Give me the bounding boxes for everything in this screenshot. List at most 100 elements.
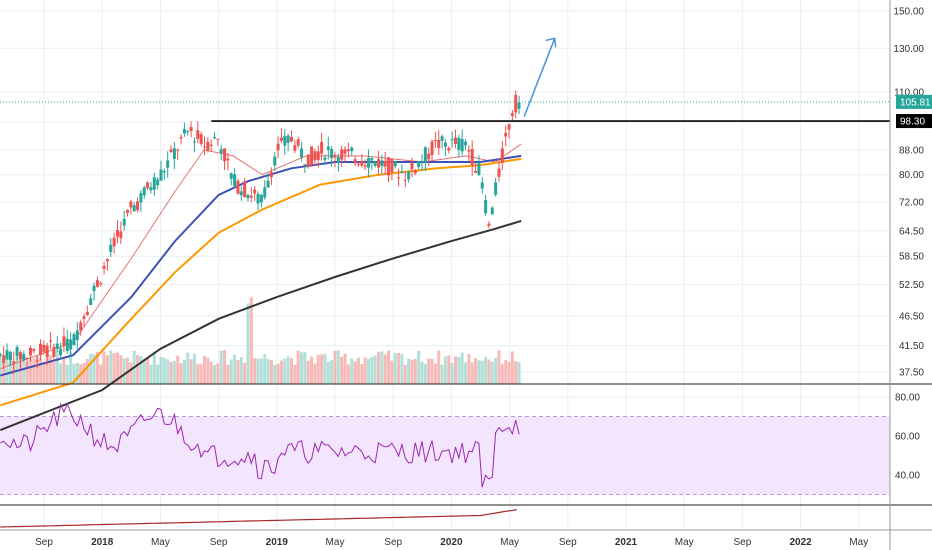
candle-body — [467, 150, 471, 152]
candle-body — [159, 169, 163, 181]
arrow-head-icon — [545, 37, 557, 48]
volume-bar — [279, 360, 283, 384]
rsi-overbought-oversold-band — [0, 416, 890, 495]
volume-bar — [330, 359, 334, 384]
rsi-tick-label: 40.00 — [895, 471, 920, 482]
volume-bar — [62, 357, 66, 384]
price-tick-label: 150.00 — [893, 7, 924, 18]
volume-bar — [283, 358, 287, 384]
candle-body — [82, 316, 86, 319]
resistance-badge — [896, 114, 932, 129]
volume-bar — [420, 361, 424, 384]
candle-body — [363, 165, 367, 167]
candle-body — [510, 113, 514, 117]
candle-body — [5, 350, 9, 360]
candle-body — [136, 201, 140, 211]
candle-body — [323, 157, 327, 160]
volume-bar — [0, 358, 2, 384]
moving-average-line — [0, 157, 522, 407]
volume-bar — [45, 352, 49, 384]
candle-body — [162, 171, 166, 173]
volume-bar — [457, 356, 461, 384]
candle-body — [226, 158, 230, 161]
rsi-tick-label: 80.00 — [895, 393, 920, 404]
volume-bar — [226, 364, 230, 384]
candle-body — [380, 160, 384, 167]
volume-bar — [480, 360, 484, 384]
volume-bar — [192, 353, 196, 384]
volume-bar — [514, 361, 518, 384]
candle-body — [196, 130, 200, 139]
candle-body — [152, 177, 156, 190]
volume-bar — [383, 354, 387, 384]
volume-bar — [487, 359, 491, 384]
volume-bar — [380, 351, 384, 384]
candle-body — [433, 140, 437, 142]
candle-body — [427, 153, 431, 160]
volume-bar — [52, 361, 56, 384]
candle-body — [22, 354, 26, 361]
volume-bar — [340, 356, 344, 384]
candle-body — [223, 148, 227, 162]
volume-bar — [470, 362, 474, 384]
candle-body — [126, 209, 130, 213]
candle-body — [79, 322, 83, 331]
candle-body — [69, 339, 73, 350]
candle-body — [370, 158, 374, 161]
price-tick-label: 88.00 — [899, 145, 924, 156]
candle-body — [504, 132, 508, 137]
candle-body — [286, 135, 290, 143]
volume-bar — [353, 361, 357, 384]
volume-bar — [82, 362, 86, 384]
candle-body — [490, 207, 494, 215]
volume-bar — [310, 356, 314, 384]
candle-body — [42, 344, 46, 352]
candle-body — [397, 177, 401, 179]
candle-body — [410, 162, 414, 170]
price-tick-label: 58.50 — [899, 252, 924, 263]
time-tick-label: Sep — [734, 537, 752, 548]
candle-body — [300, 148, 304, 158]
volume-bar — [202, 355, 206, 384]
candle-body — [423, 147, 427, 163]
candle-body — [340, 149, 344, 160]
volume-bar — [336, 350, 340, 384]
candle-body — [407, 171, 411, 180]
moving-average-line — [0, 219, 522, 432]
candle-body — [383, 160, 387, 167]
candle-body — [45, 345, 49, 357]
volume-bar — [213, 364, 217, 384]
volume-bar — [390, 360, 394, 384]
candle-body — [166, 160, 170, 168]
candle-body — [213, 136, 217, 139]
candle-body — [233, 174, 237, 186]
volume-bar — [69, 351, 73, 384]
candle-body — [39, 343, 43, 356]
candle-body — [142, 187, 146, 196]
candle-body — [474, 170, 478, 173]
candle-body — [15, 347, 19, 357]
candle-body — [430, 141, 434, 155]
candle-body — [132, 205, 136, 212]
candle-body — [373, 161, 377, 166]
candle-body — [400, 171, 404, 173]
candle-body — [360, 161, 364, 166]
volume-bar — [346, 364, 350, 384]
chart-overlays — [0, 37, 890, 122]
volume-bar — [387, 350, 391, 384]
volume-bar — [246, 303, 250, 384]
volume-bar — [269, 360, 273, 384]
candle-body — [443, 142, 447, 147]
candle-body — [313, 151, 317, 161]
volume-bar — [136, 355, 140, 384]
candle-body — [276, 143, 280, 151]
volume-bar — [156, 364, 160, 384]
volume-bar — [142, 358, 146, 384]
candle-body — [447, 147, 451, 151]
candle-body — [514, 94, 518, 113]
volume-bar — [92, 354, 96, 384]
time-tick-label: 2021 — [615, 537, 638, 548]
candle-body — [356, 163, 360, 165]
volume-bar — [433, 363, 437, 384]
